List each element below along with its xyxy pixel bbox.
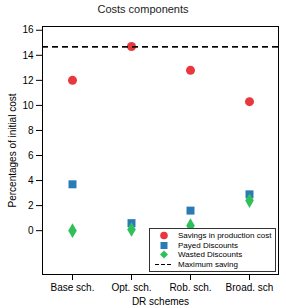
html-text:Payed Discounts: Payed Discounts xyxy=(178,240,238,250)
svg-text:Broad. sch: Broad. sch xyxy=(226,282,274,293)
svg-text:Base sch.: Base sch. xyxy=(51,282,95,293)
svg-text:10: 10 xyxy=(22,100,34,111)
svg-text:Rob. sch.: Rob. sch. xyxy=(169,282,211,293)
svg-text:6: 6 xyxy=(28,150,34,161)
svg-text:0: 0 xyxy=(28,225,34,236)
svg-text:Percentages of initial cost: Percentages of initial cost xyxy=(7,93,18,207)
html-text:Savings in production cost: Savings in production cost xyxy=(178,231,272,240)
svg-text:Opt. sch.: Opt. sch. xyxy=(111,282,151,293)
html-text:Wasted Discounts: Wasted Discounts xyxy=(178,250,243,259)
html-text:Costs components: Costs components xyxy=(97,3,189,15)
svg-text:16: 16 xyxy=(22,24,34,35)
html-text:Maximum saving: Maximum saving xyxy=(178,259,238,269)
svg-text:14: 14 xyxy=(22,50,34,61)
svg-text:2: 2 xyxy=(28,200,34,211)
svg-text:4: 4 xyxy=(28,175,34,186)
svg-text:8: 8 xyxy=(28,125,34,136)
svg-text:12: 12 xyxy=(22,75,34,86)
svg-text:DR schemes: DR schemes xyxy=(132,296,189,307)
